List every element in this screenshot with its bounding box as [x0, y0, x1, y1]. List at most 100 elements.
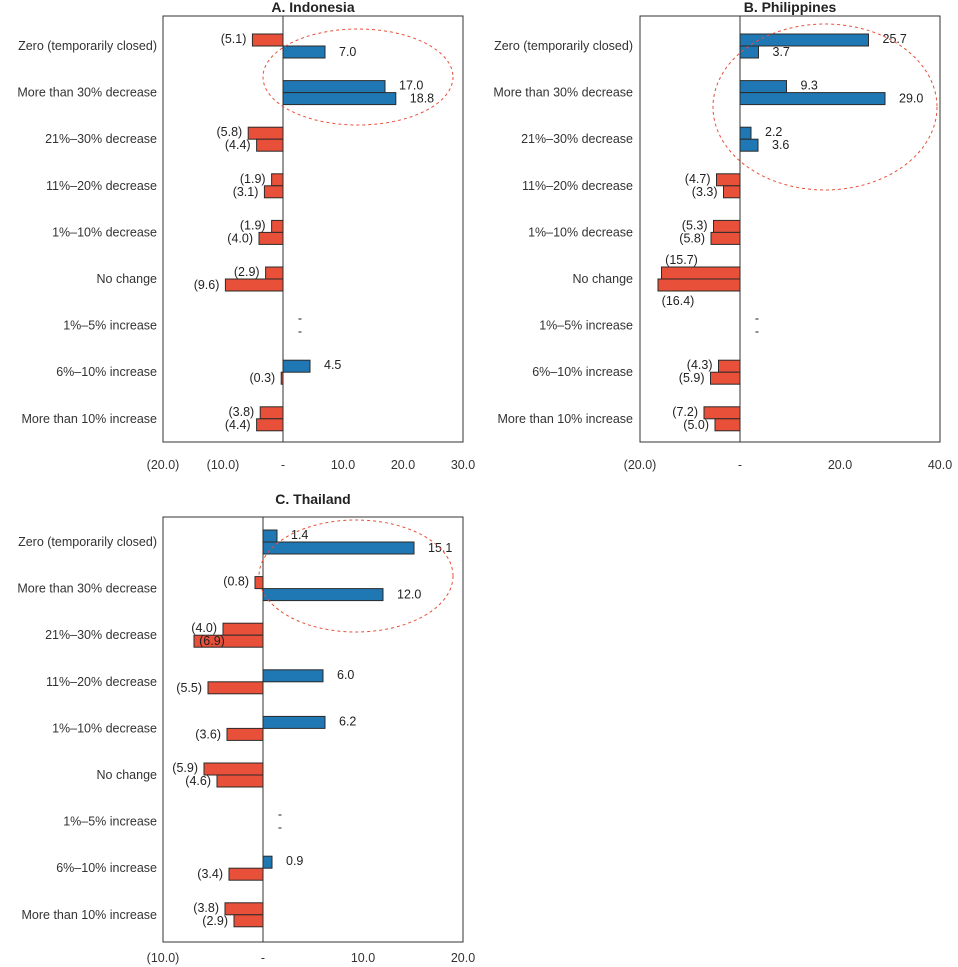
- category-label: 6%–10% increase: [56, 365, 157, 379]
- data-label: 3.7: [773, 45, 790, 59]
- data-label: (3.3): [692, 185, 718, 199]
- x-tick-label: 10.0: [351, 951, 375, 965]
- category-label: 21%–30% decrease: [45, 628, 157, 642]
- data-label: (4.6): [185, 774, 211, 788]
- data-label: (4.4): [225, 418, 251, 432]
- x-tick-label: -: [738, 458, 742, 472]
- data-label: (2.9): [202, 914, 228, 928]
- bar: [247, 126, 284, 140]
- data-label: (15.7): [665, 253, 698, 267]
- data-label: 7.0: [339, 45, 356, 59]
- category-label: More than 30% decrease: [17, 582, 157, 596]
- data-label: (1.9): [240, 172, 266, 186]
- chart-panel-0: A. Indonesia Zero (temporarily closed) Mor…: [17, 0, 475, 472]
- category-label: 21%–30% decrease: [45, 132, 157, 146]
- data-label: 3.6: [772, 138, 789, 152]
- data-label: 1.4: [291, 528, 308, 542]
- category-label: 6%–10% increase: [56, 861, 157, 875]
- category-label: 21%–30% decrease: [521, 132, 633, 146]
- x-tick-label: (20.0): [147, 458, 180, 472]
- bar: [262, 541, 415, 555]
- bar: [282, 45, 326, 59]
- data-label: (5.0): [683, 418, 709, 432]
- bar: [716, 173, 741, 187]
- data-label: 9.3: [801, 79, 818, 93]
- category-label: No change: [573, 272, 634, 286]
- chart-title: C. Thailand: [275, 491, 350, 507]
- bar: [739, 33, 869, 47]
- chart-frame: [162, 516, 464, 943]
- bar: [251, 33, 284, 47]
- category-label: More than 10% increase: [22, 412, 158, 426]
- data-label: (4.7): [685, 172, 711, 186]
- bar: [216, 774, 264, 788]
- chart-panel-1: B. Philippines Zero (temporarily closed) M…: [493, 0, 952, 472]
- data-label: (3.8): [193, 901, 219, 915]
- data-label: 4.5: [324, 358, 341, 372]
- bar: [723, 185, 741, 199]
- highlight-ellipse: [712, 23, 938, 191]
- x-tick-label: -: [261, 951, 265, 965]
- bar: [262, 529, 278, 543]
- data-label: (3.6): [195, 727, 221, 741]
- bar: [271, 173, 284, 187]
- data-label: (7.2): [672, 405, 698, 419]
- category-label: 1%–10% decrease: [528, 225, 633, 239]
- bar: [282, 80, 386, 94]
- bar: [222, 622, 264, 636]
- x-tick-label: (10.0): [147, 951, 180, 965]
- x-tick-label: 30.0: [451, 458, 475, 472]
- category-label: No change: [97, 272, 158, 286]
- bar: [282, 359, 311, 373]
- data-label: (5.5): [176, 681, 202, 695]
- data-label: (2.9): [234, 265, 260, 279]
- bar: [193, 634, 264, 648]
- bar: [263, 185, 284, 199]
- chart-panel-2: C. Thailand Zero (temporarily closed) More…: [17, 491, 475, 965]
- category-label: 1%–5% increase: [539, 319, 633, 333]
- bar: [661, 266, 741, 280]
- bar: [258, 231, 284, 245]
- bar: [262, 669, 324, 683]
- category-label: More than 10% increase: [22, 908, 158, 922]
- bar: [739, 92, 886, 106]
- bar: [262, 855, 273, 869]
- bar: [713, 219, 741, 233]
- data-label: (3.1): [233, 185, 259, 199]
- chart-title: B. Philippines: [744, 0, 837, 15]
- bar: [224, 278, 284, 292]
- bar: [703, 406, 741, 420]
- bar: [657, 278, 741, 292]
- category-label: 11%–20% decrease: [522, 179, 633, 193]
- data-label: (0.8): [223, 575, 249, 589]
- category-label: More than 30% decrease: [17, 86, 157, 100]
- data-label: (1.9): [240, 218, 266, 232]
- bar: [256, 138, 284, 152]
- category-label: 11%–20% decrease: [46, 179, 157, 193]
- data-label: (5.9): [172, 761, 198, 775]
- x-tick-label: 20.0: [828, 458, 852, 472]
- chart-title: A. Indonesia: [271, 0, 354, 15]
- bar: [265, 266, 284, 280]
- data-label: 6.0: [337, 668, 354, 682]
- category-label: Zero (temporarily closed): [494, 39, 633, 53]
- category-label: 1%–5% increase: [63, 815, 157, 829]
- data-label: (5.8): [216, 125, 242, 139]
- data-label: -: [298, 325, 302, 339]
- data-label: -: [278, 821, 282, 835]
- bar: [710, 231, 741, 245]
- data-label: 6.2: [339, 714, 356, 728]
- bar: [739, 80, 787, 94]
- bar: [710, 371, 741, 385]
- bar: [233, 914, 264, 928]
- category-label: 1%–10% decrease: [52, 721, 157, 735]
- x-tick-label: (10.0): [207, 458, 240, 472]
- chart-frame: [639, 15, 941, 443]
- chart-frame: [162, 15, 464, 443]
- bar: [203, 762, 264, 776]
- category-label: 1%–10% decrease: [52, 225, 157, 239]
- x-tick-label: -: [281, 458, 285, 472]
- data-label: (3.4): [197, 867, 223, 881]
- bar: [226, 727, 264, 741]
